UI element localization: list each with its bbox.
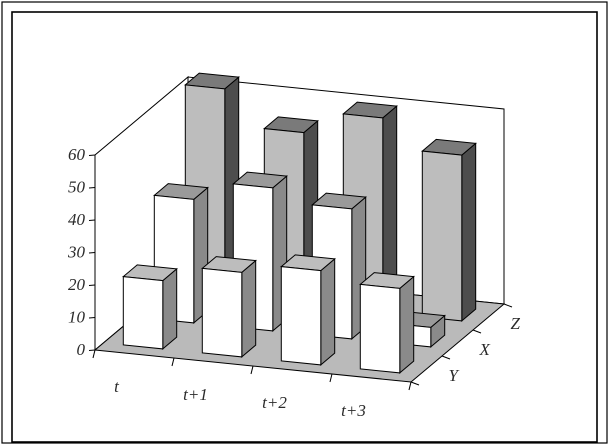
x-tick-label: t+1 [183,385,208,404]
bar-Y-t [122,276,164,350]
bar-side-Z-t+3 [461,142,477,322]
x-tick-mark [92,349,96,359]
z-tick-label: 60 [68,145,86,164]
z-tick-label: 50 [68,178,86,197]
depth-tick-label: Y [449,366,460,385]
z-tick-mark [88,317,96,319]
x-tick-label: t+2 [262,393,287,412]
x-tick-mark [171,357,175,367]
bar-Z-t+3 [421,150,463,322]
x-tick-mark [408,381,412,391]
x-tick-label: t+3 [341,401,366,420]
x-tick-label: t [114,377,120,396]
z-tick-mark [88,219,96,221]
z-tick-mark [88,154,96,156]
x-tick-mark [329,373,333,383]
inner-border [11,11,598,443]
bar-side-Y-t+2 [320,257,336,366]
z-tick-label: 40 [68,210,86,229]
bar-side-Y-t+1 [241,259,257,358]
depth-tick-mark [472,329,482,334]
bar-side-Y-t+3 [399,275,415,374]
z-tick-mark [88,187,96,189]
z-tick-label: 20 [68,275,86,294]
depth-tick-mark [441,355,451,360]
bar-Y-t+3 [359,283,401,374]
depth-tick-mark [410,381,420,386]
z-tick-label: 10 [68,308,86,327]
bar-Y-t+2 [280,266,322,366]
z-tick-label: 30 [67,243,86,262]
z-tick-mark [88,349,96,351]
plot-area: 0 10 20 30 40 50 60 t t+1 t+2 t+3 YX Z [67,72,521,420]
depth-tick-label: X [479,340,491,359]
depth-tick-mark [503,303,513,308]
depth-tick-label: Z [511,314,521,333]
bar-side-Y-t [162,267,178,350]
x-tick-mark [250,365,254,375]
z-tick-mark [88,252,96,254]
z-tick-label: 0 [77,340,86,359]
z-tick-mark [88,284,96,286]
bar-Y-t+1 [201,267,243,358]
